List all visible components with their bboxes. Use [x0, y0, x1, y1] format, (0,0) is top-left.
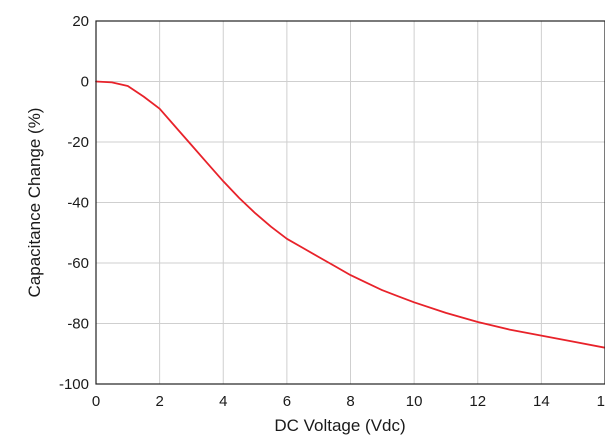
- y-tick-label: -100: [59, 376, 89, 393]
- x-tick-labels: 0 2 4 6 8 10 12 14 16: [92, 393, 605, 410]
- capacitance-curve: [95, 80, 605, 349]
- plot-frame: [95, 20, 605, 385]
- x-tick-label: 6: [283, 393, 291, 410]
- y-tick-label: 20: [72, 13, 89, 30]
- y-tick-labels: 20 0 -20 -40 -60 -80 -100: [59, 13, 89, 393]
- series-layer: [95, 80, 605, 349]
- x-tick-label: 4: [219, 393, 227, 410]
- y-tick-label: -20: [67, 134, 89, 151]
- x-tick-label: 16: [597, 393, 605, 410]
- y-tick-label: -80: [67, 316, 89, 333]
- grid-lines: [96, 21, 605, 384]
- x-tick-label: 2: [155, 393, 163, 410]
- x-tick-label: 0: [92, 393, 100, 410]
- y-tick-label: -60: [67, 255, 89, 272]
- x-axis-title: DC Voltage (Vdc): [274, 416, 405, 435]
- y-tick-label: 0: [81, 74, 89, 91]
- x-tick-label: 14: [533, 393, 550, 410]
- x-tick-label: 8: [346, 393, 354, 410]
- y-axis-title: Capacitance Change (%): [25, 108, 44, 298]
- y-tick-label: -40: [67, 195, 89, 212]
- x-tick-label: 10: [406, 393, 423, 410]
- x-tick-label: 12: [469, 393, 486, 410]
